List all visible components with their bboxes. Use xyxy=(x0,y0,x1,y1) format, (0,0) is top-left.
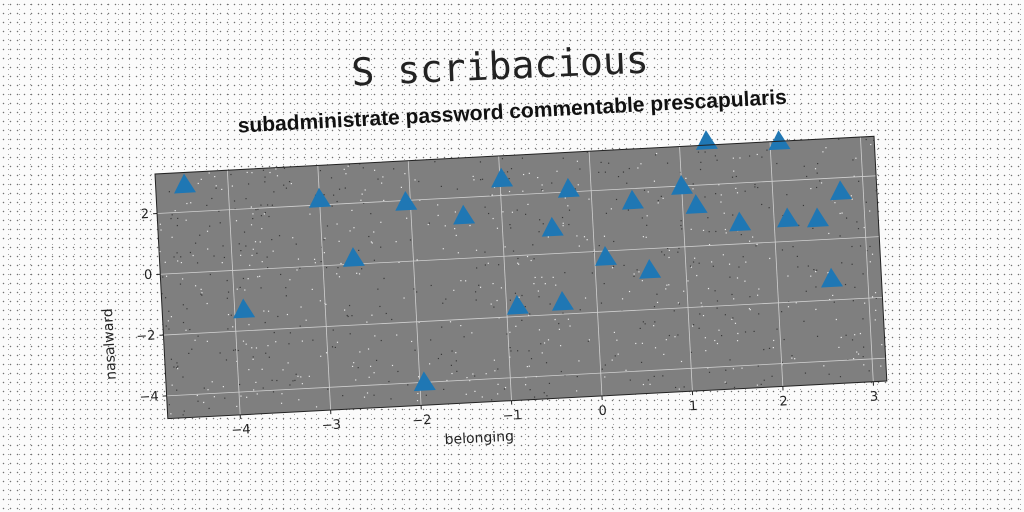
x-gridline xyxy=(860,136,874,382)
plot-frame xyxy=(154,135,888,420)
x-tick-label: −1 xyxy=(502,408,522,424)
data-point xyxy=(768,130,791,151)
y-gridline xyxy=(166,357,886,397)
data-point xyxy=(729,211,752,232)
y-tick-label: 2 xyxy=(140,207,149,222)
y-axis-label: nasalward xyxy=(100,308,120,380)
x-tick-label: 3 xyxy=(870,389,879,404)
chart-figure: subadministrate password commentable pre… xyxy=(100,81,888,448)
data-point xyxy=(552,290,574,311)
x-gridline xyxy=(588,151,603,396)
data-point xyxy=(821,267,844,288)
x-tick-label: 0 xyxy=(598,404,607,419)
y-gridline xyxy=(160,236,880,275)
data-point xyxy=(685,194,708,214)
data-point xyxy=(639,258,662,279)
data-point xyxy=(594,246,617,266)
data-point xyxy=(453,204,476,225)
x-tick-label: 1 xyxy=(689,399,698,414)
data-point xyxy=(671,175,694,195)
x-gridline xyxy=(498,155,512,401)
y-tick-label: −4 xyxy=(139,389,159,405)
x-tick-label: 2 xyxy=(779,394,788,409)
data-point xyxy=(174,173,196,194)
scatter-chart: −4 −3 −2 −1 0 1 2 3 −4 −2 0 2 belonging nasalward xyxy=(100,130,888,448)
x-tick-label: −3 xyxy=(321,418,341,434)
data-point xyxy=(506,294,529,315)
x-tick-label: −4 xyxy=(231,422,251,438)
x-gridline xyxy=(226,170,241,415)
data-point xyxy=(557,177,580,198)
data-point xyxy=(830,180,853,201)
data-point xyxy=(777,207,800,228)
data-point xyxy=(395,190,418,211)
data-point xyxy=(233,298,256,319)
data-point xyxy=(308,187,331,208)
y-tick-label: 0 xyxy=(144,268,153,283)
data-point xyxy=(695,130,718,150)
data-point xyxy=(807,207,829,228)
y-gridline xyxy=(163,296,883,336)
data-point xyxy=(621,189,644,210)
y-tick-label: −2 xyxy=(136,328,156,344)
data-point xyxy=(491,167,514,188)
data-point xyxy=(541,216,564,237)
data-point xyxy=(413,371,436,392)
data-point xyxy=(342,247,365,267)
x-axis-label: belonging xyxy=(444,429,514,449)
x-tick-label: −2 xyxy=(412,413,432,429)
y-gridline xyxy=(157,175,877,214)
x-gridline xyxy=(769,141,784,387)
